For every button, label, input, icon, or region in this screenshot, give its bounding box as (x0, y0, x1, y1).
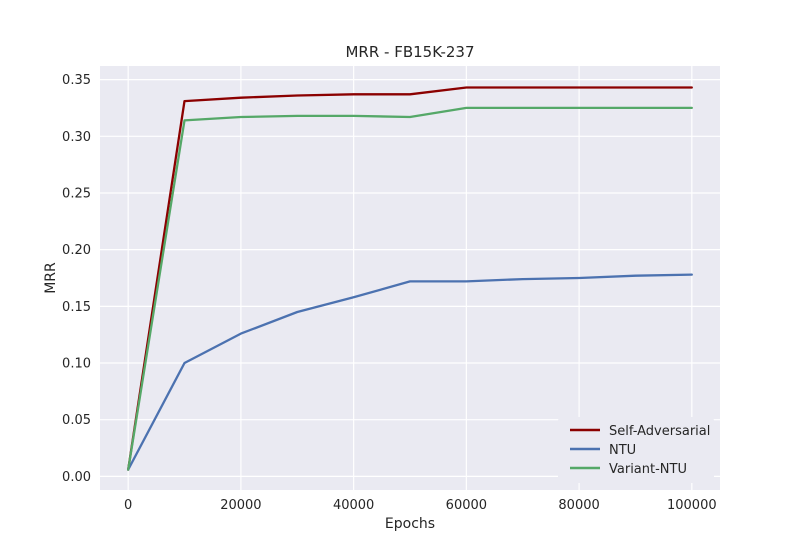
y-tick-label: 0.25 (62, 186, 91, 201)
series-line-ntu (127, 273, 693, 471)
x-axis-label: Epochs (385, 516, 435, 532)
legend-label-ntu: NTU (609, 443, 636, 458)
series-line-variant-ntu (127, 106, 693, 471)
chart-title: MRR - FB15K-237 (345, 43, 474, 61)
legend-label-variant-ntu: Variant-NTU (609, 462, 687, 477)
x-tick-label: 80000 (558, 498, 599, 513)
legend: Self-Adversarial NTU Variant-NTU (558, 417, 714, 483)
legend-label-self-adversarial: Self-Adversarial (609, 424, 710, 439)
tick-labels: 0 20000 40000 60000 80000 100000 0.00 0.05 0.10 0… (62, 73, 717, 513)
y-tick-label: 0.15 (62, 300, 91, 315)
x-tick-label: 100000 (667, 498, 717, 513)
x-tick-label: 0 (124, 498, 132, 513)
x-tick-label: 40000 (333, 498, 374, 513)
x-tick-label: 20000 (220, 498, 261, 513)
legend-box (558, 417, 714, 483)
y-axis-label: MRR (43, 262, 59, 294)
y-tick-label: 0.20 (62, 243, 91, 258)
grid (100, 66, 720, 490)
y-tick-label: 0.35 (62, 73, 91, 88)
series-lines (127, 86, 693, 471)
series-line-self-adversarial (127, 86, 693, 471)
x-tick-label: 60000 (446, 498, 487, 513)
y-tick-label: 0.30 (62, 130, 91, 145)
y-tick-label: 0.05 (62, 413, 91, 428)
y-tick-label: 0.10 (62, 357, 91, 372)
y-tick-label: 0.00 (62, 470, 91, 485)
